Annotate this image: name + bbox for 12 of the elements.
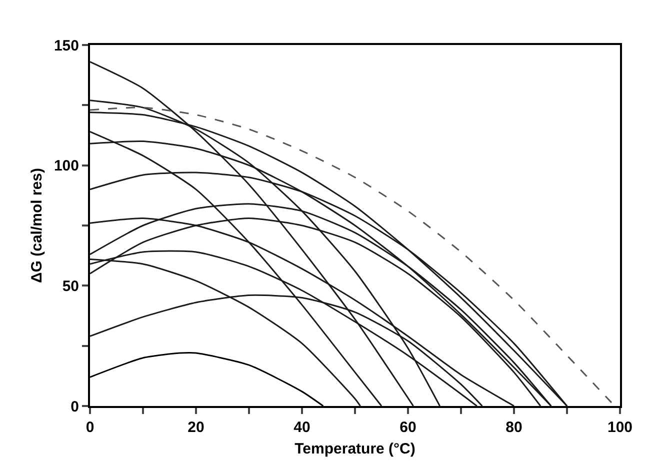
- y-axis-title: ΔG (cal/mol res): [28, 168, 46, 283]
- x-tick-label: 20: [188, 419, 204, 436]
- x-axis-title: Temperature (°C): [294, 440, 416, 458]
- y-tick-label: 0: [70, 398, 79, 416]
- y-tick-label: 50: [62, 278, 79, 295]
- x-tick-label: 80: [506, 419, 522, 436]
- y-tick-label: 150: [54, 37, 79, 54]
- x-tick-label: 100: [607, 419, 633, 436]
- x-tick-label: 40: [294, 419, 310, 436]
- x-tick-label: 0: [86, 419, 94, 436]
- x-tick-label: 60: [400, 419, 416, 436]
- y-tick-label: 100: [54, 158, 79, 175]
